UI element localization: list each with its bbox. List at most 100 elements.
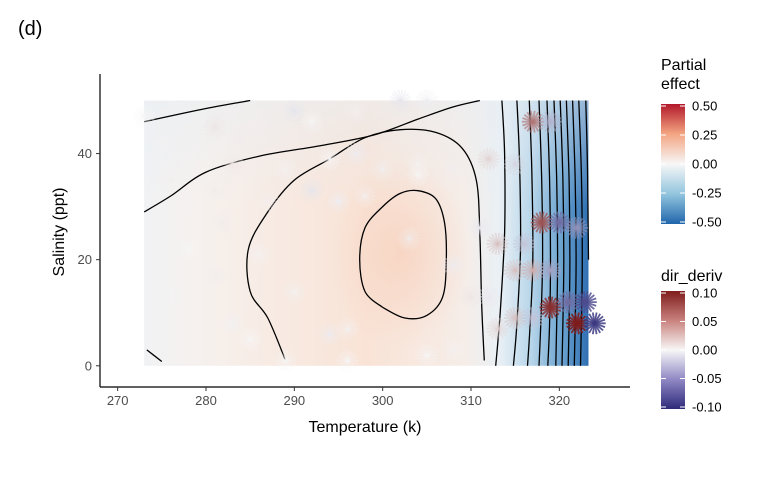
derivative-glyph-23	[406, 163, 430, 186]
legend-dd-ticks-label-1: 0.05	[692, 314, 717, 329]
y-tick-label-40: 40	[78, 146, 92, 161]
raster-field-core	[330, 159, 471, 350]
contour-line-5	[495, 100, 506, 366]
derivative-glyph-48	[459, 285, 483, 308]
derivative-glyph-40	[486, 232, 509, 255]
contour-line-10	[553, 100, 559, 366]
derivative-glyph-16	[406, 153, 430, 176]
x-tick-label-280: 280	[195, 393, 217, 408]
derivative-glyph-39	[468, 216, 491, 239]
legend-pe-ticks-label-4: -0.50	[692, 215, 722, 230]
legend-dir-deriv: dir_deriv 0.10 0.05 0.00 -0.05 -0.10	[661, 268, 722, 415]
legend-partial-effect: Partial effect 0.50 0.25 0.00 -0.25 -0.50	[661, 57, 722, 230]
derivative-glyph-35	[239, 328, 262, 351]
contour-lines	[143, 99, 590, 366]
legend-partial-effect-title: Partial effect	[661, 57, 711, 93]
y-axis-title: Salinity (ppt)	[51, 188, 68, 277]
derivative-glyph-43	[548, 211, 571, 234]
derivative-glyph-58	[415, 344, 438, 367]
derivative-glyph-55	[574, 291, 597, 314]
x-axis-title: Temperature (k)	[309, 419, 422, 436]
derivative-glyph-22	[353, 185, 377, 207]
derivative-glyph-1	[150, 131, 173, 154]
contour-line-7	[526, 100, 534, 366]
y-tick-label-0: 0	[85, 358, 92, 373]
partial-effect-raster	[144, 100, 589, 366]
derivative-glyph-60	[318, 322, 341, 345]
derivative-glyph-11	[221, 153, 244, 176]
legend-dd-ticks-label-2: 0.00	[692, 343, 717, 358]
derivative-glyph-46	[521, 259, 544, 282]
derivative-glyph-6	[300, 110, 324, 133]
x-tick-label-270: 270	[107, 393, 129, 408]
derivative-glyph-44	[565, 216, 589, 239]
derivative-glyph-4	[247, 116, 271, 139]
contour-line-8	[538, 100, 544, 366]
derivative-glyph-19	[203, 179, 226, 202]
legend-pe-ticks-label-2: 0.00	[692, 157, 717, 172]
derivative-glyph-24	[442, 158, 465, 181]
contour-line-6	[512, 100, 522, 366]
legend-partial-effect-title-line-2: effect	[661, 76, 700, 93]
derivative-glyph-57	[583, 312, 606, 335]
panel-label: (d)	[18, 18, 43, 40]
contour-line-12	[565, 100, 571, 366]
legend-pe-ticks-label-0: 0.50	[692, 99, 717, 114]
derivative-glyph-52	[521, 307, 544, 330]
derivative-glyph-38	[442, 254, 465, 276]
contour-line-2	[146, 349, 163, 363]
derivative-glyph-63	[336, 317, 359, 340]
legend-dir-deriv-title: dir_deriv	[661, 268, 722, 285]
x-tick-label-290: 290	[283, 393, 305, 408]
derivative-glyph-13	[318, 147, 341, 170]
contour-line-14	[578, 100, 583, 366]
x-tick-label-300: 300	[372, 393, 394, 408]
legend-dd-ticks-label-0: 0.10	[692, 286, 717, 301]
legend-partial-effect-title-line-1: Partial	[661, 57, 706, 74]
contour-line-3	[143, 99, 480, 213]
derivative-glyph-15	[371, 158, 394, 181]
derivative-glyph-29	[177, 238, 200, 261]
legend-pe-ticks-label-1: 0.25	[692, 128, 717, 143]
derivative-glyph-20	[177, 195, 200, 218]
derivative-glyph-21	[327, 190, 350, 213]
derivative-glyph-33	[283, 280, 306, 303]
derivative-glyph-37	[398, 227, 421, 250]
contour-line-15	[585, 100, 590, 260]
derivative-glyph-61	[274, 349, 297, 372]
derivative-glyph-0	[133, 105, 156, 128]
y-tick-label-20: 20	[78, 252, 92, 267]
derivative-glyph-27	[521, 110, 544, 133]
derivative-glyph-28	[539, 110, 562, 133]
derivative-glyph-31	[247, 243, 271, 266]
x-tick-label-310: 310	[460, 393, 482, 408]
derivative-glyph-25	[477, 147, 500, 170]
derivative-glyph-36	[159, 285, 182, 308]
derivative-glyph-47	[539, 259, 562, 282]
derivative-glyph-9	[415, 89, 438, 112]
derivative-glyph-7	[345, 100, 368, 123]
derivative-glyph-3	[230, 126, 253, 149]
derivative-glyph-17	[300, 179, 324, 202]
contour-line-9	[546, 100, 552, 366]
derivative-glyph-5	[283, 100, 306, 123]
derivative-glyph-49	[477, 285, 500, 308]
legend-dd-ticks-label-3: -0.05	[692, 371, 722, 386]
derivative-glyph-18	[256, 190, 279, 213]
contour-line-0	[359, 189, 448, 320]
derivative-glyph-8	[389, 89, 412, 112]
derivative-glyph-41	[512, 232, 536, 255]
contour-line-13	[571, 100, 577, 366]
derivative-glyph-12	[274, 158, 297, 181]
axes: 270 280 290 300 310 320 0 20 40	[78, 74, 630, 408]
x-tick-label-320: 320	[548, 393, 570, 408]
derivative-glyph-32	[203, 264, 226, 287]
derivative-glyph-51	[504, 307, 527, 330]
derivative-glyph-2	[203, 116, 226, 139]
legend-dd-ticks-label-4: -0.10	[692, 400, 722, 415]
derivative-glyph-59	[442, 338, 465, 361]
derivative-glyph-26	[504, 153, 527, 176]
derivative-glyph-10	[159, 169, 182, 192]
derivative-glyph-34	[221, 312, 244, 335]
